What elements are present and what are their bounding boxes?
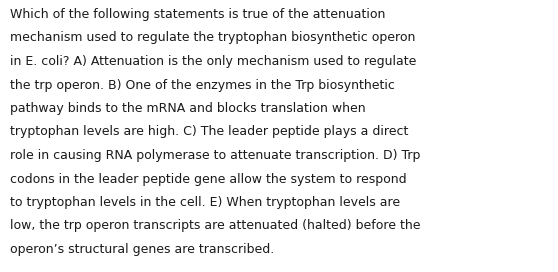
- Text: codons in the leader peptide gene allow the system to respond: codons in the leader peptide gene allow …: [10, 172, 407, 186]
- Text: role in causing RNA polymerase to attenuate transcription. D) Trp: role in causing RNA polymerase to attenu…: [10, 149, 420, 162]
- Text: pathway binds to the mRNA and blocks translation when: pathway binds to the mRNA and blocks tra…: [10, 102, 365, 115]
- Text: to tryptophan levels in the cell. E) When tryptophan levels are: to tryptophan levels in the cell. E) Whe…: [10, 196, 400, 209]
- Text: in E. coli? A) Attenuation is the only mechanism used to regulate: in E. coli? A) Attenuation is the only m…: [10, 55, 416, 68]
- Text: tryptophan levels are high. C) The leader peptide plays a direct: tryptophan levels are high. C) The leade…: [10, 125, 408, 138]
- Text: mechanism used to regulate the tryptophan biosynthetic operon: mechanism used to regulate the tryptopha…: [10, 32, 415, 45]
- Text: operon’s structural genes are transcribed.: operon’s structural genes are transcribe…: [10, 243, 274, 256]
- Text: Which of the following statements is true of the attenuation: Which of the following statements is tru…: [10, 8, 386, 21]
- Text: low, the trp operon transcripts are attenuated (halted) before the: low, the trp operon transcripts are atte…: [10, 220, 421, 233]
- Text: the trp operon. B) One of the enzymes in the Trp biosynthetic: the trp operon. B) One of the enzymes in…: [10, 79, 395, 91]
